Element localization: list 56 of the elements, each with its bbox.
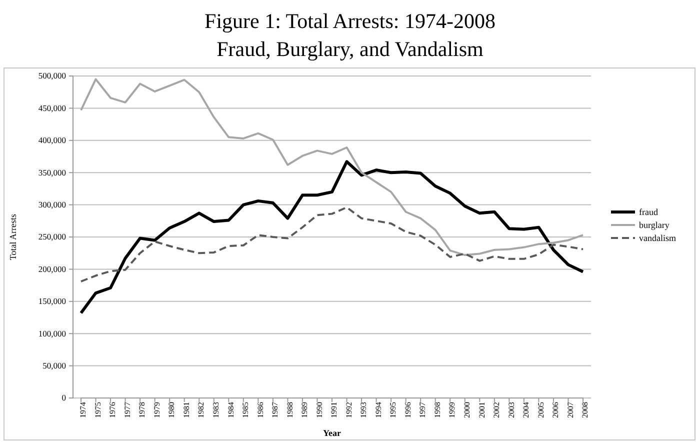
x-tick-label: 1988 xyxy=(285,402,294,418)
chart-title: Figure 1: Total Arrests: 1974-2008 xyxy=(204,9,496,33)
x-tick-label: 1989 xyxy=(300,402,310,418)
x-tick-label: 1975 xyxy=(93,402,102,418)
y-tick-label: 100,000 xyxy=(38,328,66,338)
legend-label: fraud xyxy=(639,207,658,217)
y-tick-label: 50,000 xyxy=(42,360,66,371)
x-axis-title: Year xyxy=(323,428,341,438)
y-tick-label: 300,000 xyxy=(38,200,66,210)
x-tick-label: 2006 xyxy=(551,402,560,418)
x-tick-label: 1984 xyxy=(226,402,236,418)
x-tick-label: 1993 xyxy=(359,402,368,418)
x-tick-label: 2002 xyxy=(492,402,502,418)
y-tick-label: 200,000 xyxy=(38,264,66,274)
y-tick-label: 150,000 xyxy=(38,296,66,306)
line-series xyxy=(80,206,584,282)
y-axis-title: Total Arrests xyxy=(8,213,18,260)
x-tick-label: 1998 xyxy=(432,402,442,418)
y-tick-label: 500,000 xyxy=(38,70,66,81)
y-tick-label: 400,000 xyxy=(38,135,66,146)
x-tick-label: 1983 xyxy=(211,402,220,418)
x-tick-label: 2004 xyxy=(522,402,531,418)
x-tick-label: 2008 xyxy=(580,402,590,418)
x-tick-label: 1990 xyxy=(314,402,324,418)
x-tick-label: 1974 xyxy=(78,402,88,418)
x-tick-label: 1982 xyxy=(196,402,206,418)
x-tick-label: 1986 xyxy=(256,402,265,418)
x-tick-label: 1977 xyxy=(122,402,132,418)
x-tick-label: 1981 xyxy=(182,402,191,418)
x-tick-label: 1992 xyxy=(344,402,354,418)
x-tick-label: 1995 xyxy=(388,402,398,418)
x-tick-label: 1999 xyxy=(448,402,457,418)
y-tick-label: 350,000 xyxy=(38,167,66,178)
x-tick-label: 1991 xyxy=(330,402,339,418)
y-tick-label: 250,000 xyxy=(38,232,66,242)
x-tick-label: 1976 xyxy=(108,402,118,418)
x-tick-label: 1997 xyxy=(418,402,428,418)
line-series xyxy=(80,78,584,256)
x-tick-label: 2000 xyxy=(462,402,472,418)
x-tick-label: 2001 xyxy=(477,402,486,418)
chart-subtitle: Fraud, Burglary, and Vandalism xyxy=(216,37,484,61)
x-tick-label: 2007 xyxy=(566,402,575,418)
x-tick-label: 1987 xyxy=(270,402,280,418)
x-tick-label: 2005 xyxy=(536,402,546,418)
x-tick-label: 1980 xyxy=(167,402,176,418)
legend-label: vandalism xyxy=(639,233,676,243)
x-tick-label: 2003 xyxy=(506,402,516,418)
y-tick-label: 450,000 xyxy=(38,102,66,113)
y-tick-label: 0 xyxy=(62,392,66,403)
line-series xyxy=(80,160,584,314)
x-tick-label: 1996 xyxy=(403,402,412,418)
x-tick-label: 1979 xyxy=(152,402,162,418)
x-tick-label: 1978 xyxy=(138,402,147,418)
x-tick-label: 1985 xyxy=(241,402,250,418)
legend-label: burglary xyxy=(639,220,670,230)
x-tick-label: 1994 xyxy=(374,402,383,418)
